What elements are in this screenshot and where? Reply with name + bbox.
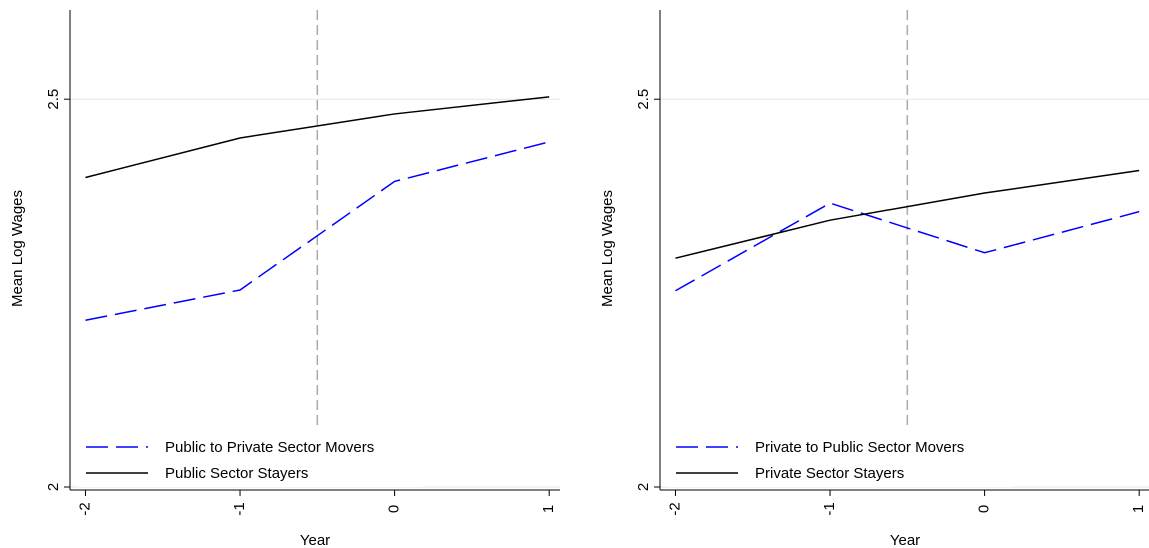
legend-label: Public to Private Sector Movers	[165, 439, 374, 456]
chart-panel: 2 2.5 -2 -1 0 1 Mean Log Wages Year Public to Pr…	[9, 10, 560, 548]
y-tick-label: 2	[635, 483, 652, 491]
series-line	[85, 96, 550, 179]
chart-panel: 2 2.5 -2 -1 0 1 Mean Log Wages Year Private to P…	[599, 10, 1149, 548]
series-line	[675, 169, 1140, 259]
y-axis-title: Mean Log Wages	[9, 190, 26, 307]
x-tick-label: -1	[231, 502, 248, 515]
series-line	[85, 141, 550, 321]
series-line	[675, 202, 1140, 292]
legend: Private to Public Sector Movers Private S…	[668, 427, 1013, 487]
x-axis-title: Year	[300, 532, 330, 548]
legend-box	[78, 427, 423, 487]
legend: Public to Private Sector Movers Public Se…	[78, 427, 423, 487]
x-tick-label: -1	[821, 502, 838, 515]
y-tick-label: 2	[45, 483, 62, 491]
x-tick-label: -2	[76, 502, 93, 515]
x-tick-label: 1	[540, 505, 557, 513]
y-tick-label: 2.5	[635, 89, 652, 110]
legend-label: Private to Public Sector Movers	[755, 439, 964, 456]
legend-label: Public Sector Stayers	[165, 465, 308, 482]
x-tick-label: 0	[386, 505, 403, 513]
legend-box	[668, 427, 1013, 487]
x-tick-label: 0	[976, 505, 993, 513]
legend-label: Private Sector Stayers	[755, 465, 904, 482]
x-tick-label: 1	[1130, 505, 1147, 513]
y-tick-label: 2.5	[45, 89, 62, 110]
x-axis-title: Year	[890, 532, 920, 548]
y-axis-title: Mean Log Wages	[599, 190, 616, 307]
x-tick-label: -2	[666, 502, 683, 515]
